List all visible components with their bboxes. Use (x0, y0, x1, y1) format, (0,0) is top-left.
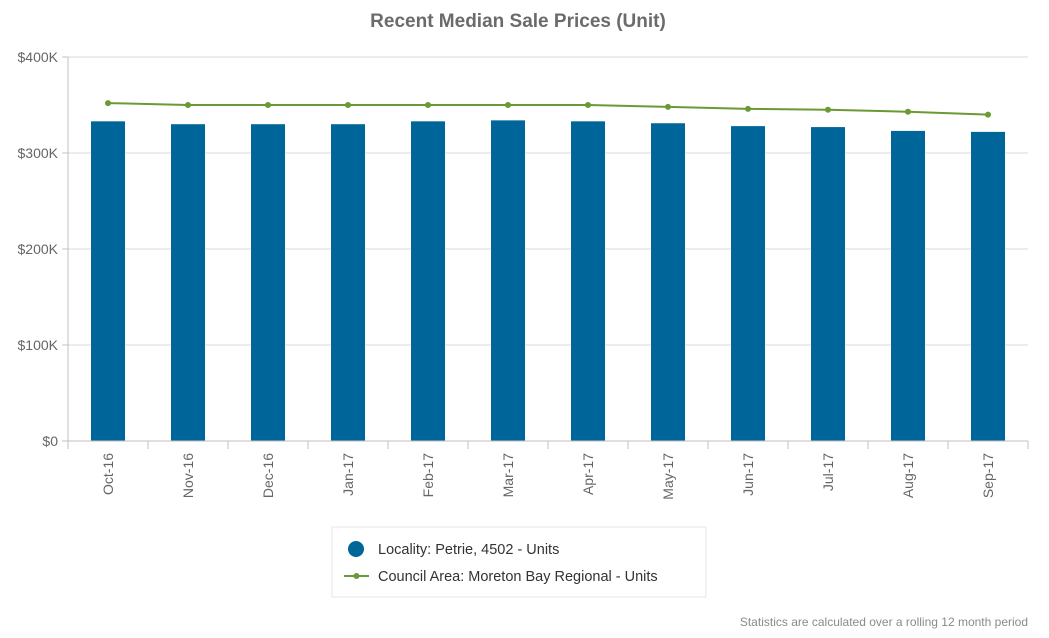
legend-item-locality[interactable]: Locality: Petrie, 4502 - Units (378, 542, 559, 558)
bar-series (91, 120, 1005, 442)
line-point-Nov-16[interactable] (185, 102, 191, 108)
y-axis: $0 $100K $200K $300K $400K (18, 49, 69, 449)
x-tick-label: Apr-17 (580, 453, 596, 495)
bar-Oct-16[interactable] (91, 121, 125, 441)
line-point-Apr-17[interactable] (585, 102, 591, 108)
x-tick-label: Nov-16 (180, 453, 196, 498)
x-tick-label: May-17 (660, 453, 676, 500)
bar-May-17[interactable] (651, 123, 685, 442)
x-tick-label: Feb-17 (420, 453, 436, 498)
council-area-line (107, 102, 989, 116)
line-point-Dec-16[interactable] (265, 102, 271, 108)
line-point-Aug-17[interactable] (905, 108, 911, 115)
y-tick-label: $400K (18, 49, 59, 65)
bar-Apr-17[interactable] (571, 121, 605, 441)
legend: Locality: Petrie, 4502 - Units Council A… (331, 526, 707, 598)
x-axis: Oct-16 Nov-16 Dec-16 Jan-17 Feb-17 Mar-17 Apr-… (67, 440, 1029, 500)
legend-item-council[interactable]: Council Area: Moreton Bay Regional - Uni… (378, 569, 658, 585)
line-series (105, 100, 991, 118)
bar-Jun-17[interactable] (731, 126, 765, 442)
line-point-Jul-17[interactable] (825, 106, 831, 113)
bar-Dec-16[interactable] (251, 124, 285, 441)
line-point-Jun-17[interactable] (745, 105, 751, 112)
line-point-Sep-17[interactable] (985, 111, 991, 118)
line-point-Oct-16[interactable] (105, 100, 111, 107)
chart-title: Recent Median Sale Prices (Unit) (370, 11, 666, 32)
x-tick-label: Sep-17 (980, 453, 996, 498)
line-point-Feb-17[interactable] (425, 102, 431, 108)
x-tick-label: Oct-16 (100, 453, 116, 495)
legend-line-dot-icon (353, 573, 360, 579)
line-point-Mar-17[interactable] (505, 102, 511, 108)
y-tick-label: $200K (18, 241, 59, 257)
bar-Sep-17[interactable] (971, 131, 1005, 441)
line-point-May-17[interactable] (665, 103, 671, 110)
line-point-Jan-17[interactable] (345, 102, 351, 108)
x-tick-label: Mar-17 (500, 453, 516, 498)
footnote: Statistics are calculated over a rolling… (740, 615, 1028, 629)
legend-bar-marker-icon (348, 541, 364, 557)
bar-Mar-17[interactable] (491, 120, 525, 442)
y-tick-label: $300K (18, 145, 59, 161)
x-tick-label: Dec-16 (260, 453, 276, 498)
legend-box (331, 526, 707, 598)
bar-Nov-16[interactable] (171, 124, 205, 441)
bar-Jul-17[interactable] (811, 127, 845, 441)
x-tick-label: Aug-17 (900, 453, 916, 498)
x-tick-label: Jan-17 (340, 453, 356, 496)
bar-Feb-17[interactable] (411, 121, 445, 441)
y-tick-label: $0 (42, 433, 58, 449)
bar-Jan-17[interactable] (331, 124, 365, 441)
bar-Aug-17[interactable] (891, 130, 925, 442)
grid-lines (68, 56, 1028, 442)
x-tick-label: Jun-17 (740, 453, 756, 496)
y-tick-label: $100K (18, 337, 59, 353)
x-tick-label: Jul-17 (820, 453, 836, 491)
